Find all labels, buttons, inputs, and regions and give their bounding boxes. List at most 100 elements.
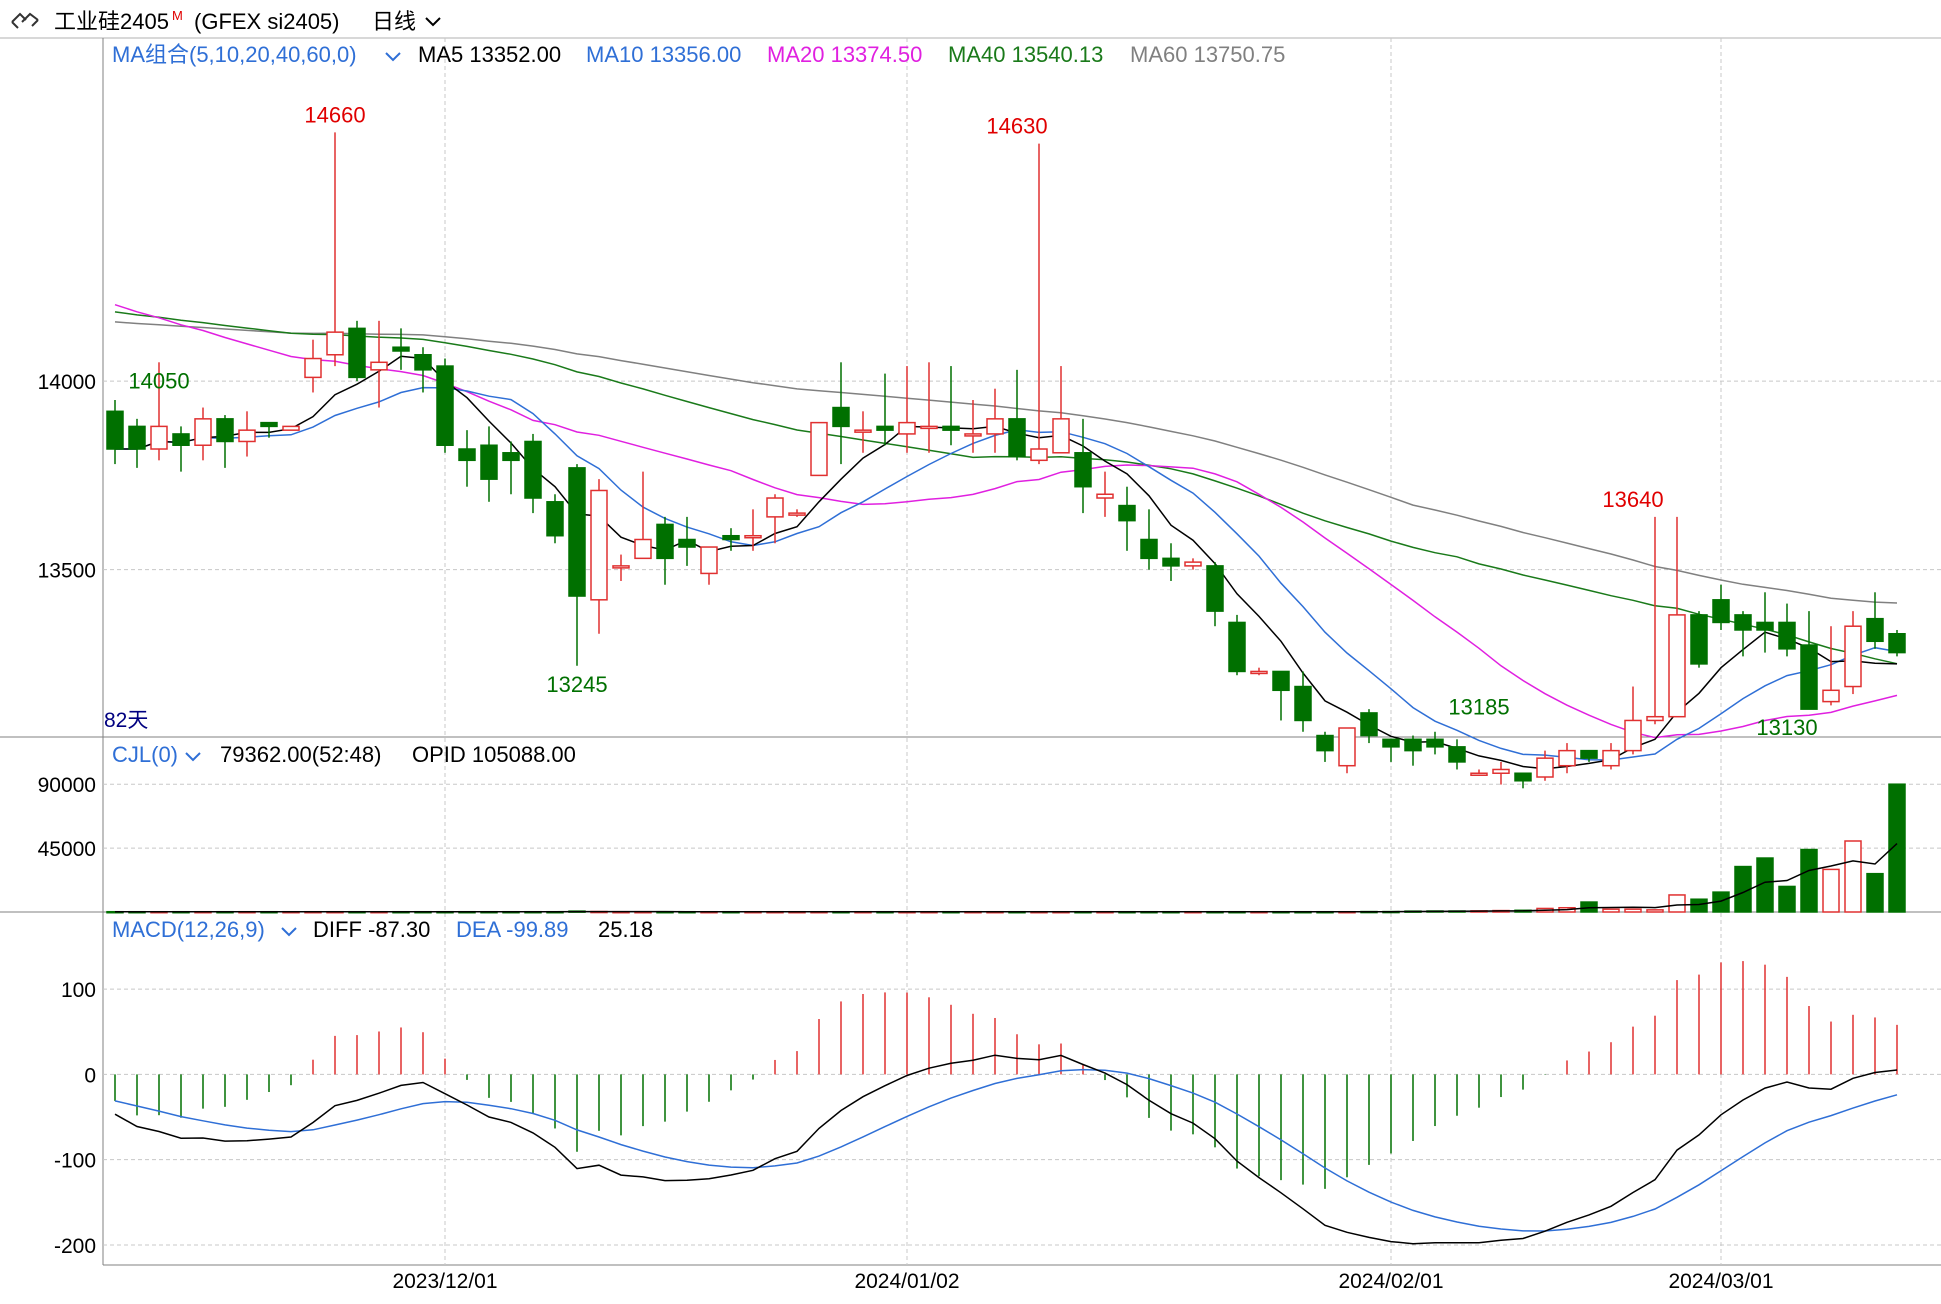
candle <box>1118 486 1136 551</box>
candle <box>502 441 520 495</box>
price-annotation: 13185 <box>1448 694 1509 719</box>
volume-legend: CJL(0) 79362.00(52:48) OPID 105088.00 <box>112 742 576 767</box>
candle <box>1272 670 1290 721</box>
exchange-code: (GFEX si2405) <box>194 9 340 34</box>
candle-body <box>502 452 520 462</box>
candle <box>370 320 388 408</box>
candlesticks <box>106 132 1906 789</box>
candle <box>1712 584 1730 630</box>
candle <box>1888 629 1906 657</box>
candle-body <box>1162 557 1180 567</box>
candle-body <box>1646 715 1664 722</box>
candle <box>1536 750 1554 781</box>
diff-line <box>114 1054 1898 1245</box>
ma40-value: MA40 13540.13 <box>948 42 1103 67</box>
candle-body <box>788 512 806 516</box>
candle-body <box>128 425 146 450</box>
candle <box>1184 558 1202 570</box>
opid-value: OPID 105088.00 <box>412 742 576 767</box>
candle-body <box>1690 614 1708 665</box>
price-annotation: 14050 <box>128 368 189 393</box>
candle-body <box>1624 719 1642 752</box>
candle <box>964 400 982 453</box>
candle <box>1228 614 1246 676</box>
cjl-selector[interactable]: CJL(0) <box>112 742 178 767</box>
volume-axis-label: 45000 <box>38 838 96 861</box>
candle <box>1844 611 1862 695</box>
candle-body <box>1294 685 1312 722</box>
candle-body <box>634 538 652 560</box>
chevron-down-icon[interactable] <box>185 752 201 762</box>
candle <box>1624 686 1642 755</box>
candle-body <box>1580 749 1598 759</box>
candle-body <box>1734 614 1752 631</box>
candle <box>458 430 476 487</box>
candle <box>1404 735 1422 766</box>
candle-body <box>832 406 850 428</box>
candle <box>788 509 806 517</box>
candle <box>194 407 212 461</box>
candle-body <box>876 425 894 431</box>
price-axis-label: 13500 <box>38 560 96 583</box>
date-axis-label: 2024/03/01 <box>1668 1270 1773 1293</box>
candle-body <box>1338 727 1356 767</box>
dea-line <box>114 1068 1898 1232</box>
candle-body <box>172 433 190 446</box>
volume-bar <box>1624 908 1642 913</box>
candle-body <box>964 433 982 437</box>
candle <box>1646 516 1664 725</box>
contract-title: 工业硅2405 <box>54 9 169 34</box>
candle <box>1206 562 1224 627</box>
candle-body <box>1140 538 1158 560</box>
link-icon[interactable] <box>11 12 39 29</box>
candle-body <box>1030 448 1048 462</box>
price-annotation: 14630 <box>986 114 1047 139</box>
candle <box>590 479 608 634</box>
volume-value: 79362.00(52:48) <box>220 742 381 767</box>
price-axis-label: 14000 <box>38 371 96 394</box>
date-axis-label: 2024/02/01 <box>1338 1270 1443 1293</box>
candle-body <box>722 534 740 541</box>
macd-axis-label: 100 <box>61 979 96 1002</box>
price-annotation: 13130 <box>1756 715 1817 740</box>
candle-body <box>1470 772 1488 776</box>
candle <box>172 426 190 472</box>
candle-body <box>898 421 916 435</box>
volume-bars <box>106 783 1906 914</box>
candle-body <box>1514 772 1532 782</box>
period-selector[interactable]: 日线 <box>372 9 416 34</box>
chevron-down-icon[interactable] <box>385 52 401 62</box>
candle <box>744 509 762 551</box>
candle-body <box>370 361 388 371</box>
price-annotations: 14660 14050 13245 14630 13640 13185 13130 <box>128 102 1817 740</box>
candle <box>722 528 740 551</box>
candle-body <box>568 467 586 597</box>
candle-body <box>1668 614 1686 718</box>
candle-body <box>480 444 498 480</box>
candle-body <box>1712 599 1730 624</box>
chevron-down-icon[interactable] <box>281 927 297 937</box>
candle <box>1140 509 1158 570</box>
candle <box>1756 592 1774 653</box>
candle <box>1360 709 1378 744</box>
macd-selector[interactable]: MACD(12,26,9) <box>112 917 265 942</box>
candle <box>854 411 872 453</box>
candle <box>1426 731 1444 755</box>
candle-body <box>678 538 696 548</box>
date-axis-label: 2024/01/02 <box>854 1270 959 1293</box>
ma-group-selector[interactable]: MA组合(5,10,20,40,60,0) <box>112 42 357 67</box>
volume-bar <box>1888 783 1906 913</box>
candle-body <box>1052 418 1070 454</box>
candle-body <box>304 357 322 379</box>
candle <box>766 494 784 544</box>
candle <box>678 516 696 566</box>
candle-body <box>150 425 168 450</box>
days-count: 82天 <box>104 709 148 732</box>
ma-lines <box>114 303 1898 770</box>
candle-body <box>326 331 344 356</box>
candle <box>634 471 652 560</box>
candle-body <box>1382 738 1400 748</box>
chevron-down-icon[interactable] <box>425 17 441 27</box>
macd-axis-label: -200 <box>54 1235 96 1258</box>
candle-body <box>194 418 212 446</box>
